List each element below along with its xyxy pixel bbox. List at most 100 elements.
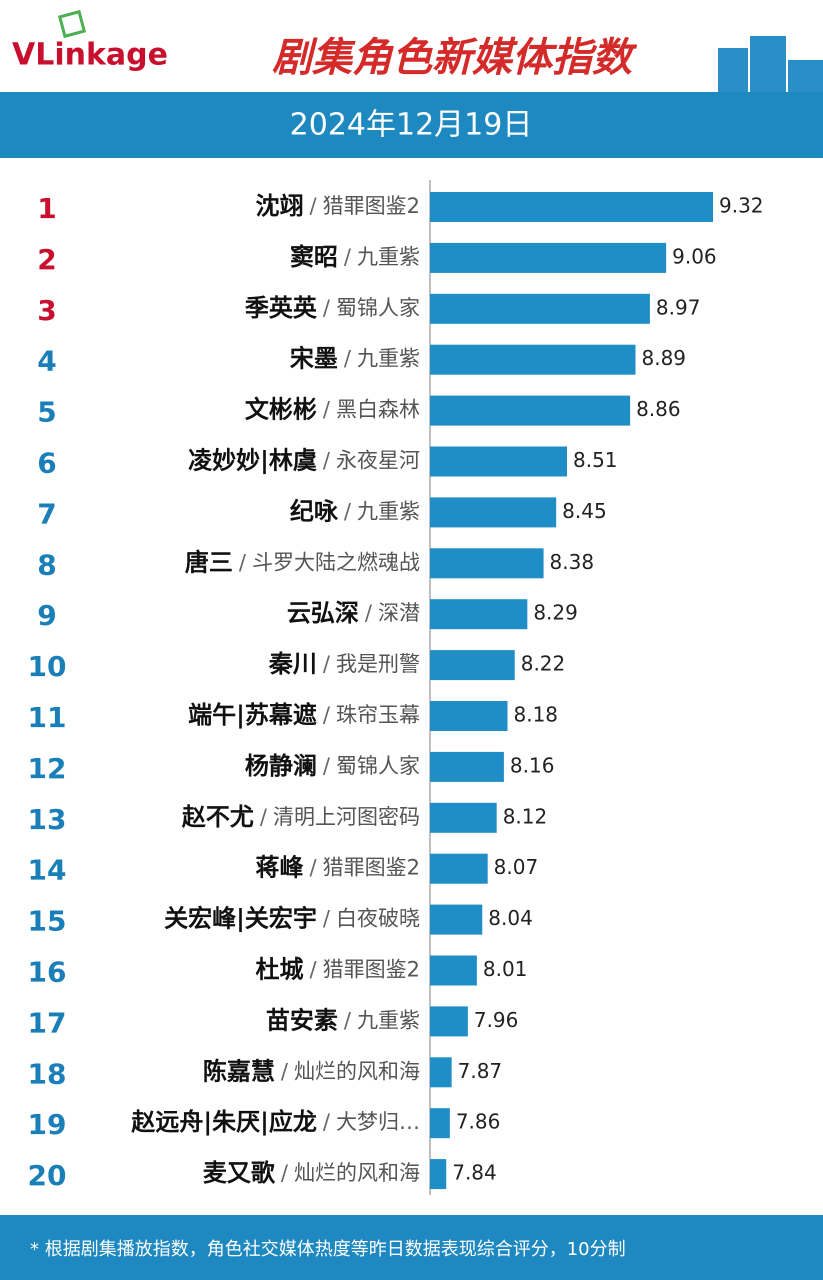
rank: 18 bbox=[28, 1057, 67, 1090]
show-name: 灿烂的风和海 bbox=[294, 1059, 420, 1083]
separator: / bbox=[323, 703, 331, 727]
value-label: 8.97 bbox=[656, 295, 701, 319]
show-name: 猎罪图鉴2 bbox=[323, 856, 420, 880]
character-name: 凌妙妙|林虞 bbox=[188, 447, 317, 475]
row-label: 关宏峰|关宏宇 / 白夜破晓 bbox=[164, 905, 420, 933]
character-name: 云弘深 bbox=[287, 599, 359, 627]
row-label: 纪咏 / 九重紫 bbox=[290, 497, 420, 525]
row-label: 唐三 / 斗罗大陆之燃魂战 bbox=[185, 548, 420, 576]
logo-icon bbox=[57, 9, 87, 39]
bar bbox=[430, 751, 504, 782]
value-label: 8.18 bbox=[514, 703, 559, 727]
separator: / bbox=[281, 1161, 289, 1185]
bar bbox=[430, 242, 667, 273]
rank: 6 bbox=[37, 447, 56, 480]
show-name: 蜀锦人家 bbox=[336, 296, 420, 320]
separator: / bbox=[323, 652, 331, 676]
show-name: 九重紫 bbox=[357, 245, 420, 269]
row-label: 季英英 / 蜀锦人家 bbox=[245, 294, 420, 322]
character-name: 纪咏 bbox=[290, 497, 339, 525]
rank: 13 bbox=[28, 803, 67, 836]
bar bbox=[430, 1057, 452, 1088]
value-label: 9.32 bbox=[719, 194, 764, 218]
show-name: 清明上河图密码 bbox=[273, 805, 420, 829]
character-name: 唐三 bbox=[185, 548, 233, 576]
logo: VLinkage bbox=[12, 38, 168, 73]
rank: 9 bbox=[37, 599, 56, 632]
character-name: 杨静澜 bbox=[245, 752, 317, 780]
separator: / bbox=[344, 1008, 352, 1032]
show-name: 深潜 bbox=[378, 601, 420, 625]
rank: 7 bbox=[37, 497, 56, 530]
row-label: 秦川 / 我是刑警 bbox=[268, 650, 420, 678]
character-name: 苗安素 bbox=[266, 1006, 338, 1034]
character-name: 关宏峰|关宏宇 bbox=[164, 905, 317, 933]
separator: / bbox=[323, 754, 331, 778]
bar bbox=[430, 344, 636, 375]
show-name: 猎罪图鉴2 bbox=[323, 194, 420, 218]
row-label: 赵远舟|朱厌|应龙 / 大梦归… bbox=[130, 1108, 420, 1136]
separator: / bbox=[323, 449, 331, 473]
show-name: 大梦归… bbox=[336, 1110, 420, 1134]
rank: 20 bbox=[28, 1159, 67, 1192]
character-name: 宋墨 bbox=[290, 345, 338, 373]
show-name: 珠帘玉幕 bbox=[336, 703, 420, 727]
rank: 8 bbox=[37, 548, 56, 581]
bar bbox=[430, 853, 488, 884]
character-name: 季英英 bbox=[245, 294, 318, 322]
value-label: 7.87 bbox=[458, 1059, 503, 1083]
value-label: 9.06 bbox=[672, 244, 717, 268]
rank: 14 bbox=[28, 854, 67, 887]
separator: / bbox=[310, 194, 318, 218]
row-label: 陈嘉慧 / 灿烂的风和海 bbox=[203, 1057, 420, 1085]
show-name: 我是刑警 bbox=[336, 652, 420, 676]
separator: / bbox=[344, 347, 352, 371]
row-label: 蒋峰 / 猎罪图鉴2 bbox=[256, 854, 420, 882]
row-label: 端午|苏幕遮 / 珠帘玉幕 bbox=[188, 701, 420, 729]
rank: 16 bbox=[28, 956, 67, 989]
separator: / bbox=[239, 550, 247, 574]
row-label: 窦昭 / 九重紫 bbox=[290, 243, 420, 271]
value-label: 8.22 bbox=[521, 652, 566, 676]
bar bbox=[430, 1159, 447, 1190]
bar bbox=[430, 395, 631, 426]
character-name: 陈嘉慧 bbox=[203, 1057, 275, 1085]
show-name: 蜀锦人家 bbox=[336, 754, 420, 778]
row-label: 苗安素 / 九重紫 bbox=[266, 1006, 420, 1034]
value-label: 8.01 bbox=[483, 957, 528, 981]
show-name: 斗罗大陆之燃魂战 bbox=[252, 550, 420, 574]
rank: 12 bbox=[28, 752, 67, 785]
row-label: 杜城 / 猎罪图鉴2 bbox=[256, 956, 420, 984]
footnote: * 根据剧集播放指数，角色社交媒体热度等昨日数据表现综合评分，10分制 bbox=[30, 1239, 626, 1260]
row-label: 赵不尤 / 清明上河图密码 bbox=[181, 803, 420, 831]
value-label: 7.96 bbox=[474, 1008, 519, 1032]
value-label: 8.86 bbox=[636, 397, 681, 421]
separator: / bbox=[344, 499, 352, 523]
bar bbox=[430, 1006, 468, 1037]
value-label: 8.29 bbox=[533, 601, 578, 625]
value-label: 8.89 bbox=[641, 346, 686, 370]
bar bbox=[430, 599, 528, 630]
character-name: 赵不尤 bbox=[181, 803, 254, 831]
row-label: 云弘深 / 深潜 bbox=[287, 599, 420, 627]
separator: / bbox=[323, 1110, 331, 1134]
show-name: 白夜破晓 bbox=[336, 907, 420, 931]
value-label: 8.04 bbox=[488, 906, 533, 930]
character-name: 沈翊 bbox=[256, 192, 304, 220]
row-label: 麦又歌 / 灿烂的风和海 bbox=[203, 1159, 420, 1187]
chart-title: 剧集角色新媒体指数 bbox=[272, 35, 638, 81]
date-band bbox=[0, 92, 823, 158]
rank: 10 bbox=[28, 650, 67, 683]
character-name: 端午|苏幕遮 bbox=[188, 701, 317, 729]
row-label: 凌妙妙|林虞 / 永夜星河 bbox=[188, 447, 420, 475]
rank: 5 bbox=[37, 396, 56, 429]
show-name: 九重紫 bbox=[357, 1008, 420, 1032]
show-name: 灿烂的风和海 bbox=[294, 1161, 420, 1185]
rank: 17 bbox=[28, 1006, 67, 1039]
value-label: 8.16 bbox=[510, 753, 555, 777]
character-name: 窦昭 bbox=[290, 243, 338, 271]
character-name: 蒋峰 bbox=[256, 854, 304, 882]
bar bbox=[430, 650, 515, 681]
show-name: 黑白森林 bbox=[336, 398, 420, 422]
